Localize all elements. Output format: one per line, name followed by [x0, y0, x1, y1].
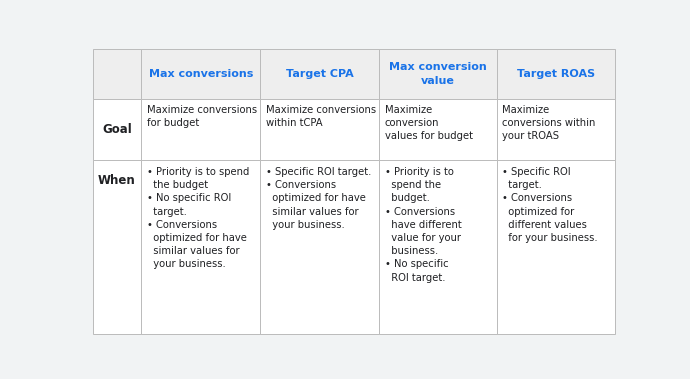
Text: • Specific ROI target.
• Conversions
  optimized for have
  similar values for
 : • Specific ROI target. • Conversions opt… — [266, 167, 371, 230]
Bar — [380, 99, 497, 160]
Bar — [380, 49, 497, 99]
Text: Maximize conversions
for budget: Maximize conversions for budget — [146, 105, 257, 128]
Bar — [92, 49, 141, 99]
Bar — [92, 99, 141, 160]
Text: Max conversions: Max conversions — [148, 69, 253, 79]
Bar — [497, 49, 615, 99]
Text: Target CPA: Target CPA — [286, 69, 353, 79]
Bar — [260, 99, 380, 160]
Text: Goal: Goal — [102, 123, 132, 136]
Text: Maximize
conversion
values for budget: Maximize conversion values for budget — [384, 105, 473, 141]
Bar — [380, 160, 497, 334]
Text: • Specific ROI
  target.
• Conversions
  optimized for
  different values
  for : • Specific ROI target. • Conversions opt… — [502, 167, 598, 243]
Text: When: When — [98, 174, 136, 187]
Text: Max conversion
value: Max conversion value — [389, 62, 487, 86]
Bar — [497, 160, 615, 334]
Bar — [92, 160, 141, 334]
Bar — [260, 160, 380, 334]
Bar — [141, 160, 260, 334]
Text: Target ROAS: Target ROAS — [517, 69, 595, 79]
Text: • Priority is to
  spend the
  budget.
• Conversions
  have different
  value fo: • Priority is to spend the budget. • Con… — [384, 167, 462, 283]
Bar — [141, 49, 260, 99]
Bar — [497, 99, 615, 160]
Bar — [260, 49, 380, 99]
Text: Maximize
conversions within
your tROAS: Maximize conversions within your tROAS — [502, 105, 596, 141]
Text: Maximize conversions
within tCPA: Maximize conversions within tCPA — [266, 105, 375, 128]
Bar — [141, 99, 260, 160]
Text: • Priority is to spend
  the budget
• No specific ROI
  target.
• Conversions
  : • Priority is to spend the budget • No s… — [146, 167, 249, 269]
